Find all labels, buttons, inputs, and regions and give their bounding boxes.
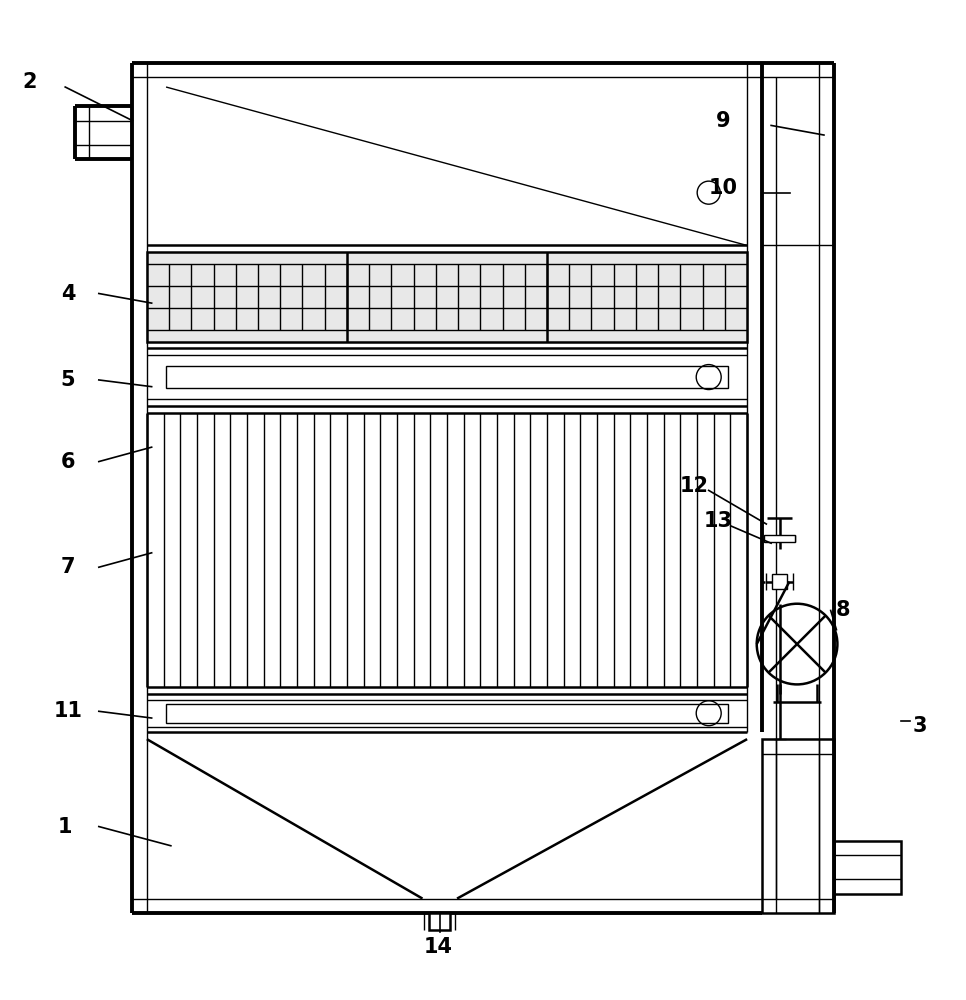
- Text: 5: 5: [61, 370, 75, 390]
- Bar: [429, 913, 450, 930]
- Text: 14: 14: [423, 937, 452, 957]
- Bar: [166, 366, 728, 388]
- Bar: [761, 739, 834, 913]
- Text: 4: 4: [61, 284, 75, 304]
- Text: 13: 13: [704, 511, 733, 531]
- Text: 8: 8: [836, 600, 850, 620]
- Text: 6: 6: [61, 452, 75, 472]
- Text: 2: 2: [22, 72, 37, 92]
- Text: 11: 11: [53, 701, 82, 721]
- Bar: [834, 841, 900, 894]
- Text: 1: 1: [58, 817, 72, 837]
- Text: 7: 7: [61, 557, 75, 577]
- Bar: [166, 704, 728, 723]
- Text: 12: 12: [680, 476, 709, 496]
- Bar: [764, 535, 795, 542]
- Bar: [772, 574, 787, 589]
- Text: 9: 9: [716, 111, 730, 131]
- Bar: [147, 252, 747, 342]
- Text: 3: 3: [913, 716, 927, 736]
- Text: 10: 10: [709, 178, 738, 198]
